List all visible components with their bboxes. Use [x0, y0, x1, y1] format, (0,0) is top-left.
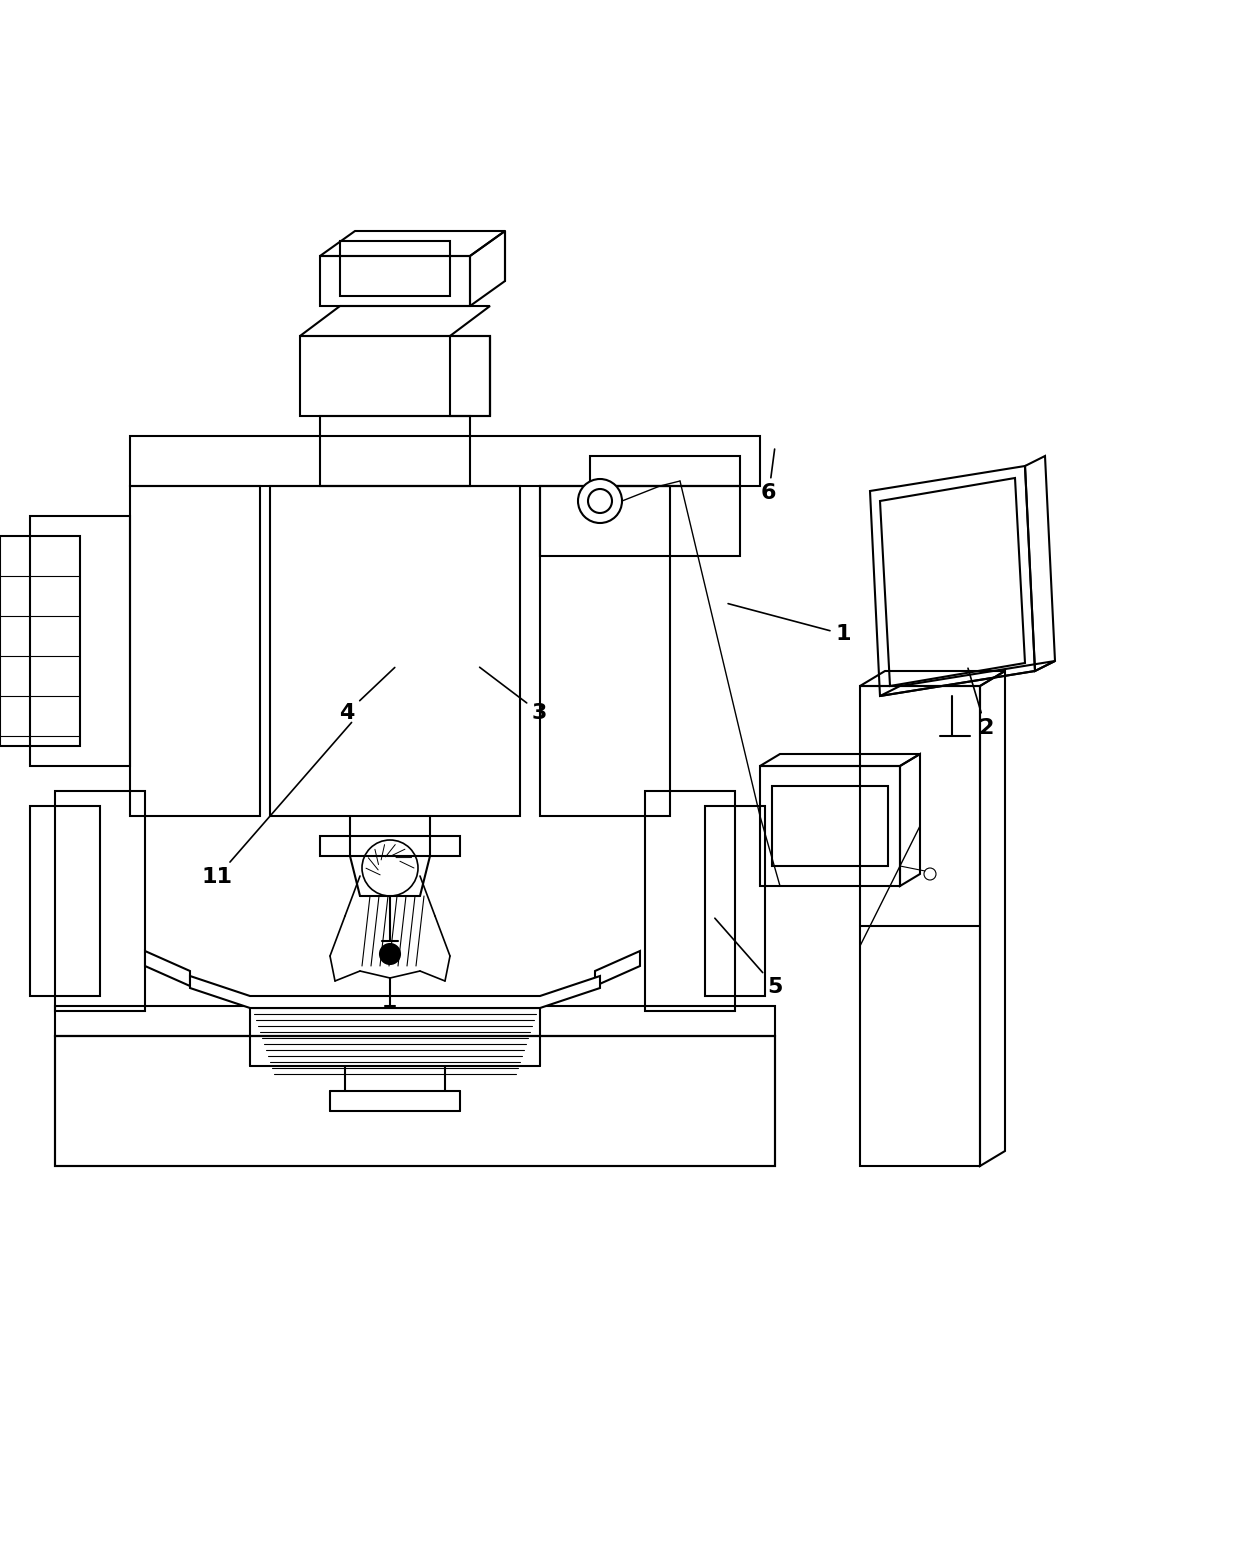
- Bar: [300, 337, 490, 417]
- Bar: [55, 791, 145, 1012]
- Text: 6: 6: [761, 449, 776, 503]
- Bar: [55, 1037, 775, 1167]
- Bar: [539, 485, 740, 556]
- Bar: [130, 485, 260, 816]
- Text: 3: 3: [480, 667, 547, 722]
- Text: 5: 5: [714, 918, 782, 996]
- Bar: [0, 536, 81, 745]
- Polygon shape: [145, 951, 190, 987]
- Bar: [270, 485, 520, 816]
- Bar: [130, 435, 760, 485]
- Bar: [30, 806, 100, 996]
- Bar: [30, 517, 130, 766]
- Bar: [55, 1005, 775, 1037]
- Circle shape: [578, 479, 622, 523]
- Bar: [320, 417, 470, 485]
- Bar: [340, 241, 450, 296]
- Bar: [861, 686, 980, 1167]
- Text: 2: 2: [968, 669, 993, 738]
- Text: 11: 11: [201, 722, 352, 886]
- Circle shape: [588, 489, 613, 514]
- Polygon shape: [595, 951, 640, 987]
- Circle shape: [379, 944, 401, 965]
- Polygon shape: [190, 976, 600, 1009]
- Bar: [320, 255, 470, 305]
- Bar: [590, 456, 740, 485]
- Bar: [760, 766, 900, 886]
- Bar: [773, 786, 888, 866]
- Bar: [706, 806, 765, 996]
- Polygon shape: [870, 467, 1035, 695]
- Bar: [645, 791, 735, 1012]
- Text: 1: 1: [728, 603, 851, 644]
- Text: 4: 4: [340, 667, 394, 722]
- Bar: [539, 485, 670, 816]
